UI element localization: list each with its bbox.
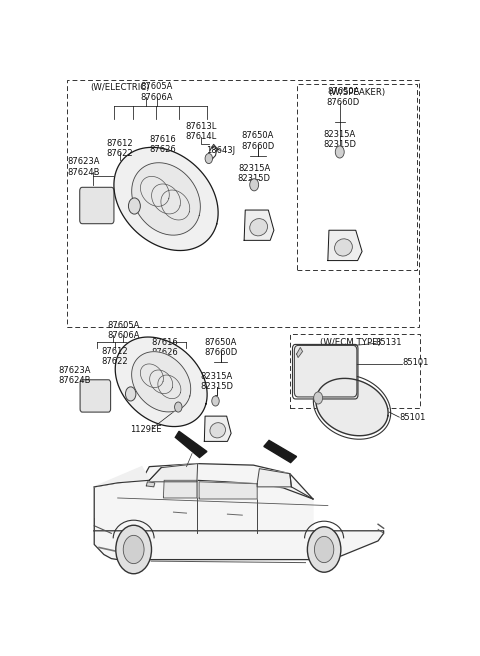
Polygon shape: [94, 531, 384, 560]
Polygon shape: [132, 352, 191, 412]
Polygon shape: [94, 480, 313, 531]
Bar: [297, 84, 417, 270]
Circle shape: [175, 402, 182, 412]
Circle shape: [205, 154, 213, 163]
Text: 87605A
87606A: 87605A 87606A: [107, 321, 140, 340]
Ellipse shape: [335, 239, 352, 256]
Circle shape: [116, 525, 152, 574]
Circle shape: [335, 146, 344, 158]
Polygon shape: [297, 348, 302, 358]
Polygon shape: [163, 480, 197, 498]
Text: 87650A
87660D: 87650A 87660D: [327, 87, 360, 107]
Text: 18643J: 18643J: [206, 146, 235, 155]
Circle shape: [314, 537, 334, 563]
Text: 85101: 85101: [402, 358, 429, 367]
Bar: [67, 80, 419, 327]
Circle shape: [212, 396, 219, 406]
Text: (W/ELECTRIC): (W/ELECTRIC): [90, 83, 149, 92]
Polygon shape: [175, 431, 207, 458]
Polygon shape: [114, 148, 218, 251]
Text: 87650A
87660D: 87650A 87660D: [204, 338, 237, 357]
Bar: [290, 334, 420, 408]
Polygon shape: [328, 230, 362, 260]
Polygon shape: [175, 180, 194, 219]
Polygon shape: [168, 369, 186, 402]
Polygon shape: [316, 379, 388, 436]
Text: 85131: 85131: [375, 338, 402, 347]
Text: 1129EE: 1129EE: [131, 425, 162, 434]
Text: 87612
87622: 87612 87622: [106, 138, 133, 158]
Polygon shape: [94, 466, 149, 487]
Ellipse shape: [210, 422, 226, 438]
Polygon shape: [132, 163, 200, 235]
Polygon shape: [149, 464, 198, 482]
FancyBboxPatch shape: [80, 380, 110, 412]
Text: 87613L
87614L: 87613L 87614L: [185, 122, 216, 142]
Polygon shape: [257, 468, 291, 487]
Polygon shape: [244, 210, 274, 240]
Text: 87612
87622: 87612 87622: [102, 347, 128, 366]
Polygon shape: [264, 440, 297, 462]
Text: (W/SPEAKER): (W/SPEAKER): [328, 88, 385, 97]
Circle shape: [123, 535, 144, 564]
Circle shape: [129, 198, 140, 214]
Ellipse shape: [250, 218, 267, 236]
Text: 82315A
82315D: 82315A 82315D: [238, 164, 271, 184]
Polygon shape: [146, 482, 155, 487]
Circle shape: [250, 178, 259, 191]
Text: 87650A
87660D: 87650A 87660D: [241, 131, 275, 150]
Circle shape: [314, 392, 323, 404]
Text: 87616
87626: 87616 87626: [149, 134, 176, 154]
Text: 82315A
82315D: 82315A 82315D: [201, 372, 233, 392]
Text: (W/ECM TYPE): (W/ECM TYPE): [321, 338, 381, 347]
Polygon shape: [199, 482, 257, 499]
Text: 87623A
87624B: 87623A 87624B: [58, 366, 90, 386]
Polygon shape: [142, 464, 313, 499]
Circle shape: [125, 387, 136, 401]
Text: 87616
87626: 87616 87626: [152, 338, 178, 357]
Polygon shape: [115, 337, 207, 426]
Text: 82315A
82315D: 82315A 82315D: [323, 130, 356, 149]
Polygon shape: [204, 416, 231, 441]
Circle shape: [307, 527, 341, 572]
Text: 87623A
87624B: 87623A 87624B: [67, 157, 100, 177]
Text: 85101: 85101: [399, 413, 426, 422]
FancyBboxPatch shape: [294, 346, 357, 397]
FancyBboxPatch shape: [80, 188, 114, 224]
Text: 87605A
87606A: 87605A 87606A: [141, 82, 173, 102]
